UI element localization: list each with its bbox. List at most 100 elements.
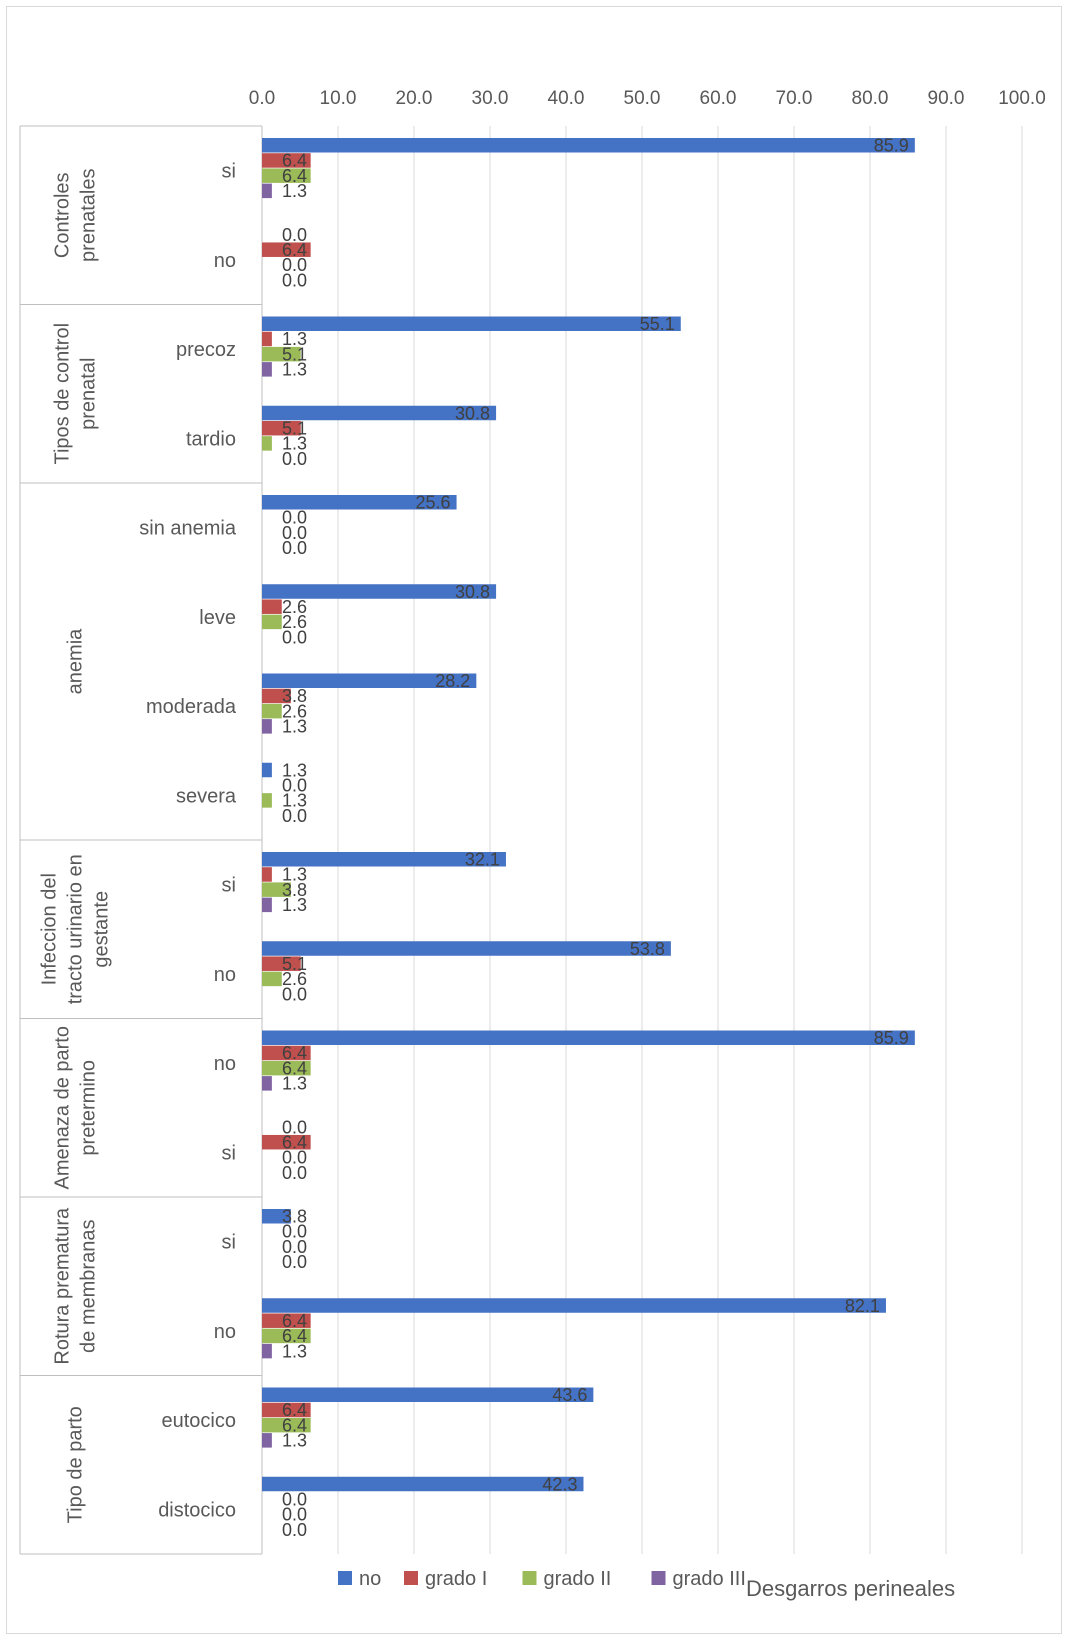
data-label: 1.3 — [282, 791, 307, 811]
chart-frame — [6, 6, 1062, 1634]
category-label: si — [222, 875, 236, 897]
data-label: 30.8 — [455, 582, 490, 602]
data-label: 0.0 — [282, 255, 307, 275]
data-label: 6.4 — [282, 240, 307, 260]
bar-grado-I — [262, 420, 301, 436]
data-label: 0.0 — [282, 1222, 307, 1242]
bar-grado-II — [262, 168, 311, 183]
bar-no — [262, 762, 272, 778]
bar-grado-II — [262, 971, 282, 987]
data-label: 85.9 — [874, 136, 909, 156]
data-label: 6.4 — [282, 1415, 307, 1435]
legend-swatch — [651, 1571, 666, 1585]
data-label: 0.0 — [282, 1148, 307, 1168]
bar-grado-II — [262, 703, 282, 719]
data-label: 2.6 — [282, 969, 307, 989]
data-label: 0.0 — [282, 449, 307, 469]
bar-grado-I — [262, 242, 311, 257]
data-label: 6.4 — [282, 1326, 307, 1346]
category-label: leve — [199, 607, 236, 629]
group-label: prenatal — [77, 358, 99, 430]
data-label: 30.8 — [455, 403, 490, 423]
x-tick-label: 60.0 — [700, 88, 737, 109]
data-label: 28.2 — [435, 671, 470, 691]
bar-no — [262, 1030, 915, 1045]
bar-grado-II — [262, 1417, 311, 1433]
bar-grado-III — [262, 1433, 272, 1448]
data-label: 0.0 — [282, 1520, 307, 1540]
data-label: 0.0 — [282, 508, 307, 528]
data-label: 82.1 — [845, 1296, 880, 1316]
data-label: 3.8 — [282, 880, 307, 900]
group-label: Controles — [51, 172, 73, 258]
group-label: gestante — [90, 891, 112, 968]
bar-grado-II — [262, 882, 291, 897]
data-label: 1.3 — [282, 181, 307, 201]
legend-label: grado II — [544, 1568, 612, 1590]
bar-no — [262, 1387, 594, 1402]
group-label: Amenaza de parto — [51, 1026, 73, 1189]
legend-swatch — [404, 1571, 418, 1585]
legend-label: grado III — [673, 1568, 746, 1590]
bar-grado-I — [262, 599, 282, 614]
legend-swatch — [522, 1571, 537, 1585]
data-label: 0.0 — [282, 225, 307, 245]
data-label: 0.0 — [282, 775, 307, 795]
bar-no — [262, 852, 506, 867]
bar-grado-I — [262, 1402, 311, 1418]
group-label: tracto urinario en — [64, 854, 86, 1004]
bar-grado-II — [262, 1060, 311, 1076]
data-label: 0.0 — [282, 270, 307, 290]
data-label: 6.4 — [282, 1043, 307, 1063]
legend-swatch — [338, 1571, 352, 1585]
category-label: sin anemia — [139, 518, 237, 540]
x-tick-label: 90.0 — [928, 88, 965, 109]
data-label: 2.6 — [282, 701, 307, 721]
category-label: si — [222, 1142, 236, 1164]
data-label: 0.0 — [282, 1237, 307, 1257]
category-label: moderada — [146, 696, 237, 718]
bar-grado-I — [262, 153, 311, 168]
data-label: 0.0 — [282, 627, 307, 647]
category-label: precoz — [176, 339, 236, 361]
data-label: 2.6 — [282, 612, 307, 632]
data-label: 1.3 — [282, 1341, 307, 1361]
bar-no — [262, 673, 477, 688]
bar-no — [262, 138, 915, 153]
data-label: 5.1 — [282, 418, 307, 438]
bar-grado-III — [262, 1343, 272, 1359]
data-label: 0.0 — [282, 1505, 307, 1525]
bar-grado-II — [262, 1328, 311, 1344]
data-label: 0.0 — [282, 538, 307, 558]
category-label: no — [214, 1321, 236, 1343]
data-label: 1.3 — [282, 1074, 307, 1094]
bar-grado-III — [262, 897, 272, 913]
data-label: 6.4 — [282, 1311, 307, 1331]
data-label: 6.4 — [282, 166, 307, 186]
bar-no — [262, 1209, 291, 1224]
group-label: pretermino — [77, 1060, 99, 1156]
bar-grado-II — [262, 614, 282, 630]
x-tick-label: 30.0 — [472, 88, 509, 109]
x-tick-label: 80.0 — [852, 88, 889, 109]
data-label: 6.4 — [282, 1132, 307, 1152]
data-label: 0.0 — [282, 1489, 307, 1509]
data-label: 53.8 — [630, 939, 665, 959]
data-label: 43.6 — [552, 1385, 587, 1405]
category-label: eutocico — [162, 1410, 237, 1432]
category-label: distocico — [158, 1499, 236, 1521]
bar-grado-II — [262, 436, 272, 451]
bar-no — [262, 405, 497, 421]
data-label: 0.0 — [282, 1163, 307, 1183]
group-label: Infeccion del — [38, 873, 60, 985]
data-label: 1.3 — [282, 1431, 307, 1451]
bar-grado-I — [262, 1134, 311, 1150]
data-label: 42.3 — [542, 1474, 577, 1494]
data-label: 1.3 — [282, 895, 307, 915]
category-label: si — [222, 1232, 236, 1254]
data-label: 3.8 — [282, 686, 307, 706]
data-label: 6.4 — [282, 1058, 307, 1078]
x-tick-label: 70.0 — [776, 88, 813, 109]
category-label: severa — [176, 785, 237, 807]
data-label: 6.4 — [282, 151, 307, 171]
